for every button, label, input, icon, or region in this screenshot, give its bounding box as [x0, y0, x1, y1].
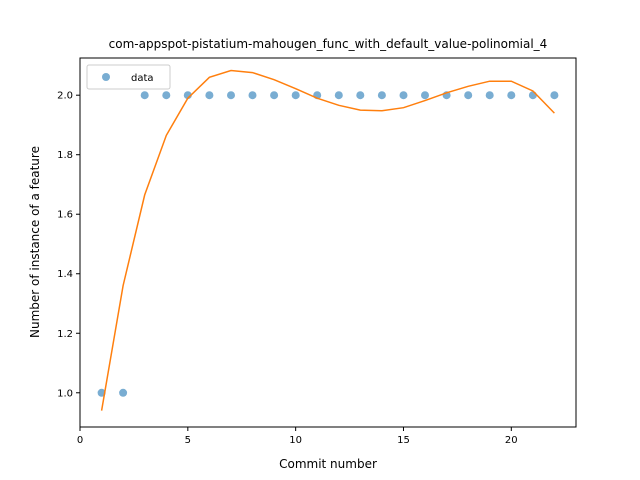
y-axis: 1.0 1.2 1.4 1.6 1.8 2.0 — [57, 91, 80, 399]
y-axis-label: Number of instance of a feature — [28, 146, 42, 338]
data-point — [485, 91, 494, 100]
legend: data — [86, 64, 171, 90]
data-point — [399, 91, 408, 100]
data-point — [377, 91, 386, 100]
data-point — [291, 91, 300, 100]
data-point — [550, 91, 559, 100]
data-point — [528, 91, 537, 100]
data-point — [507, 91, 516, 100]
x-tick-label: 20 — [505, 435, 518, 446]
x-tick-label: 15 — [397, 435, 410, 446]
data-point — [119, 388, 128, 397]
plot-area — [79, 57, 577, 428]
data-point — [227, 91, 235, 100]
y-tick-label: 1.0 — [57, 388, 73, 399]
chart-title: com-appspot-pistatium-mahougen_func_with… — [109, 37, 548, 51]
y-tick-label: 1.4 — [57, 269, 73, 280]
x-axis-label: Commit number — [279, 457, 377, 471]
x-tick-label: 5 — [185, 435, 191, 446]
plot-frame — [79, 57, 577, 428]
fit-line — [100, 69, 555, 411]
y-tick-label: 1.8 — [57, 150, 73, 161]
legend-box — [86, 64, 171, 90]
data-point — [140, 91, 149, 100]
y-tick-label: 2.0 — [57, 91, 73, 102]
x-tick-label: 10 — [289, 435, 302, 446]
y-tick-label: 1.2 — [57, 329, 73, 340]
legend-label-data: data — [131, 73, 154, 84]
x-tick-label: 0 — [77, 435, 83, 446]
data-point — [205, 91, 214, 100]
data-point — [270, 91, 279, 100]
data-point — [464, 91, 473, 100]
data-point — [356, 91, 365, 100]
x-axis: 0 5 10 15 20 — [77, 427, 518, 446]
data-point — [334, 91, 343, 100]
data-point — [248, 91, 257, 100]
legend-marker-data — [102, 73, 110, 81]
data-point — [421, 91, 429, 100]
y-tick-label: 1.6 — [57, 210, 73, 221]
data-point — [162, 91, 171, 100]
